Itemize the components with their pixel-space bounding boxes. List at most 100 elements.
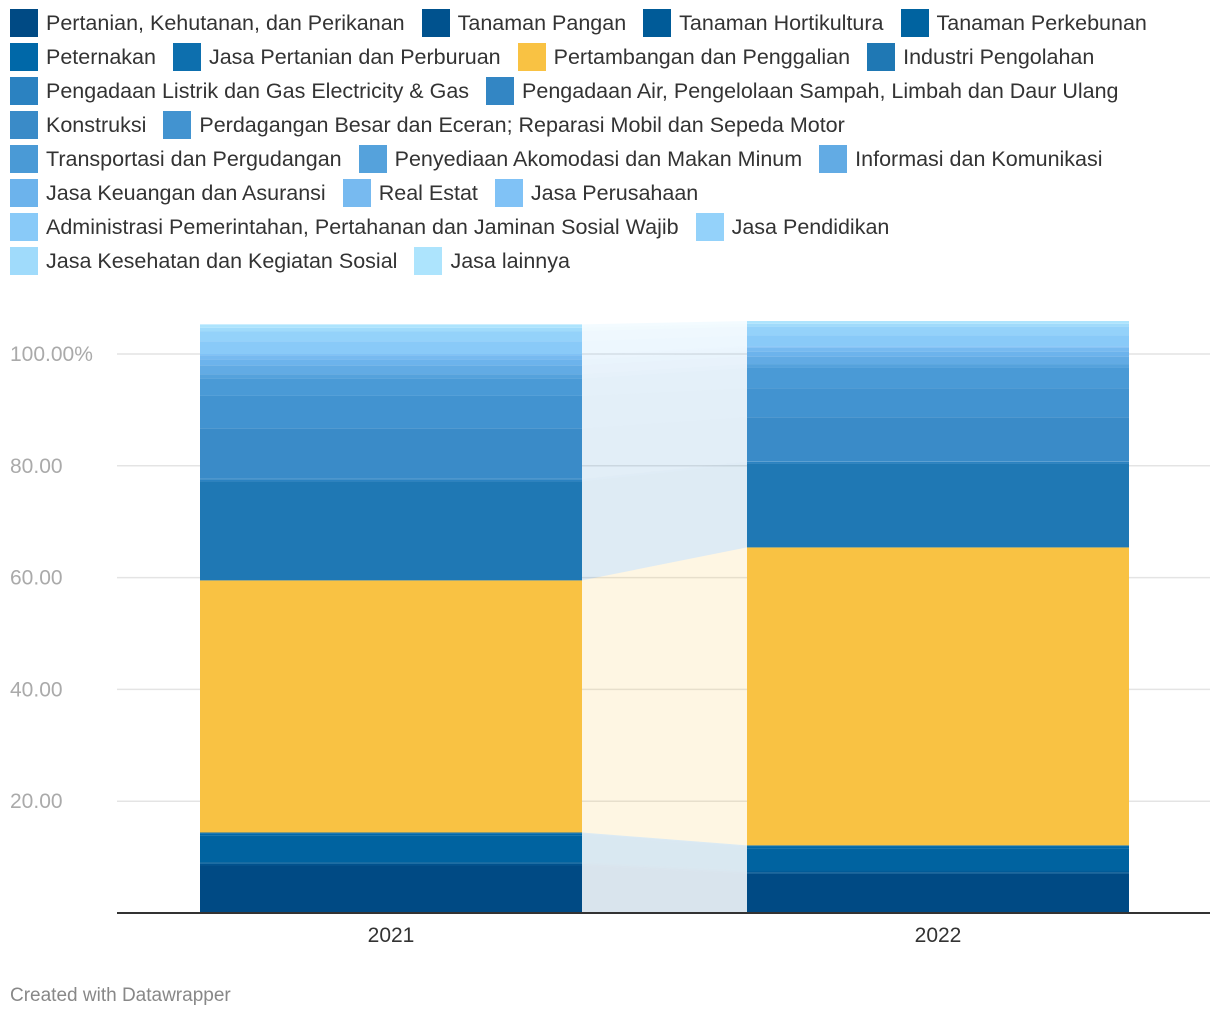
bar-segment[interactable]	[200, 395, 582, 429]
legend-item: Jasa Perusahaan	[494, 176, 699, 210]
bar-segment[interactable]	[200, 324, 582, 328]
y-tick-label: 40.00	[10, 678, 63, 701]
legend-swatch	[342, 179, 371, 207]
legend-label: Penyediaan Akomodasi dan Makan Minum	[394, 146, 803, 171]
bar-segment[interactable]	[747, 846, 1129, 849]
connector-band	[582, 461, 747, 482]
connector-band	[582, 461, 747, 480]
connector-band	[582, 547, 747, 846]
bar-segment[interactable]	[747, 323, 1129, 327]
connector-band	[582, 865, 747, 913]
bar-segment[interactable]	[200, 479, 582, 482]
bar-segment[interactable]	[747, 870, 1129, 873]
legend-label: Jasa Pertanian dan Perburuan	[208, 44, 501, 69]
bar-segment[interactable]	[200, 327, 582, 332]
bar-segment[interactable]	[200, 835, 582, 863]
x-tick-label: 2022	[915, 924, 962, 947]
bar-segment[interactable]	[747, 351, 1129, 357]
bar-segment[interactable]	[200, 359, 582, 366]
bar-segment[interactable]	[747, 326, 1129, 336]
legend-label: Tanaman Pangan	[457, 10, 627, 35]
legend-label: Pertambangan dan Penggalian	[553, 44, 851, 69]
bar-segment[interactable]	[200, 865, 582, 913]
legend-item: Jasa Keuangan dan Asuransi	[10, 176, 326, 210]
bar-segment[interactable]	[200, 862, 582, 864]
bar-segment[interactable]	[200, 374, 582, 379]
legend-swatch	[10, 145, 38, 173]
bar-segment[interactable]	[747, 547, 1129, 846]
legend-swatch	[643, 9, 672, 37]
bar-segment[interactable]	[200, 355, 582, 360]
bar-segment[interactable]	[200, 341, 582, 354]
bar-segment[interactable]	[747, 346, 1129, 348]
bar-segment[interactable]	[747, 872, 1129, 874]
bar-segment[interactable]	[747, 848, 1129, 871]
legend-label: Pengadaan Listrik dan Gas Electricity & …	[46, 78, 470, 103]
bar-segment[interactable]	[747, 356, 1129, 365]
bar-segment[interactable]	[200, 365, 582, 375]
legend-swatch	[10, 179, 38, 207]
legend-swatch	[867, 43, 896, 71]
chart-credit: Created with Datawrapper	[10, 985, 231, 1006]
connector-band	[582, 862, 747, 873]
legend-swatch	[10, 111, 38, 139]
bar-segment[interactable]	[747, 461, 1129, 464]
bar-segment[interactable]	[747, 367, 1129, 389]
legend-item: Peternakan	[10, 40, 156, 74]
legend-label: Real Estat	[378, 180, 478, 205]
legend-label: Jasa Pendidikan	[731, 214, 890, 239]
bar-segment[interactable]	[200, 863, 582, 866]
y-tick-label: 20.00	[10, 790, 63, 813]
bar-segment[interactable]	[747, 873, 1129, 913]
bar-segment[interactable]	[747, 845, 1129, 847]
legend-item: Jasa lainnya	[414, 244, 570, 278]
y-tick-label: 80.00	[10, 455, 63, 478]
connector-band	[582, 335, 747, 354]
bar-segment[interactable]	[200, 833, 582, 836]
legend-item: Jasa Kesehatan dan Kegiatan Sosial	[10, 244, 397, 278]
bar-segment[interactable]	[747, 463, 1129, 548]
connector-band	[582, 417, 747, 479]
bar-segment[interactable]	[200, 478, 582, 480]
bar-segment[interactable]	[200, 331, 582, 342]
x-tick-label: 2021	[368, 924, 415, 947]
legend-item: Jasa Pertanian dan Perburuan	[172, 40, 501, 74]
legend-swatch	[172, 43, 201, 71]
bar-segment[interactable]	[747, 364, 1129, 368]
legend-label: Konstruksi	[46, 112, 147, 137]
connector-band	[582, 388, 747, 429]
bar-segment[interactable]	[200, 378, 582, 396]
legend-label: Peternakan	[46, 44, 156, 69]
legend-label: Jasa Perusahaan	[530, 180, 699, 205]
legend-swatch	[900, 9, 929, 37]
connector-band	[582, 364, 747, 379]
connector-band	[582, 351, 747, 366]
connector-band	[582, 832, 747, 847]
y-tick-label: 100.00%	[10, 343, 93, 366]
legend-swatch	[695, 213, 724, 241]
bar-segment[interactable]	[747, 417, 1129, 462]
legend-item: Pertanian, Kehutanan, dan Perikanan	[10, 6, 405, 40]
bar-segment[interactable]	[200, 354, 582, 356]
bar-segment[interactable]	[747, 461, 1129, 462]
legend-item: Tanaman Hortikultura	[643, 6, 884, 40]
legend-swatch	[10, 213, 38, 241]
legend-label: Jasa lainnya	[450, 248, 570, 273]
bar-segment[interactable]	[747, 347, 1129, 352]
bar-segment[interactable]	[747, 335, 1129, 347]
bar-segment[interactable]	[747, 321, 1129, 324]
legend-item: Tanaman Perkebunan	[900, 6, 1147, 40]
bar-segment[interactable]	[200, 481, 582, 581]
legend-label: Tanaman Perkebunan	[936, 10, 1147, 35]
connector-band	[582, 863, 747, 874]
connector-band	[582, 833, 747, 849]
bar-segment[interactable]	[200, 832, 582, 834]
chart-legend: Pertanian, Kehutanan, dan Perikanan Tanam…	[10, 6, 1210, 278]
bar-segment[interactable]	[200, 580, 582, 833]
y-tick-label: 60.00	[10, 567, 63, 590]
bar-segment[interactable]	[200, 428, 582, 479]
legend-swatch	[10, 247, 38, 275]
bar-segment[interactable]	[747, 388, 1129, 418]
connector-band	[582, 367, 747, 396]
